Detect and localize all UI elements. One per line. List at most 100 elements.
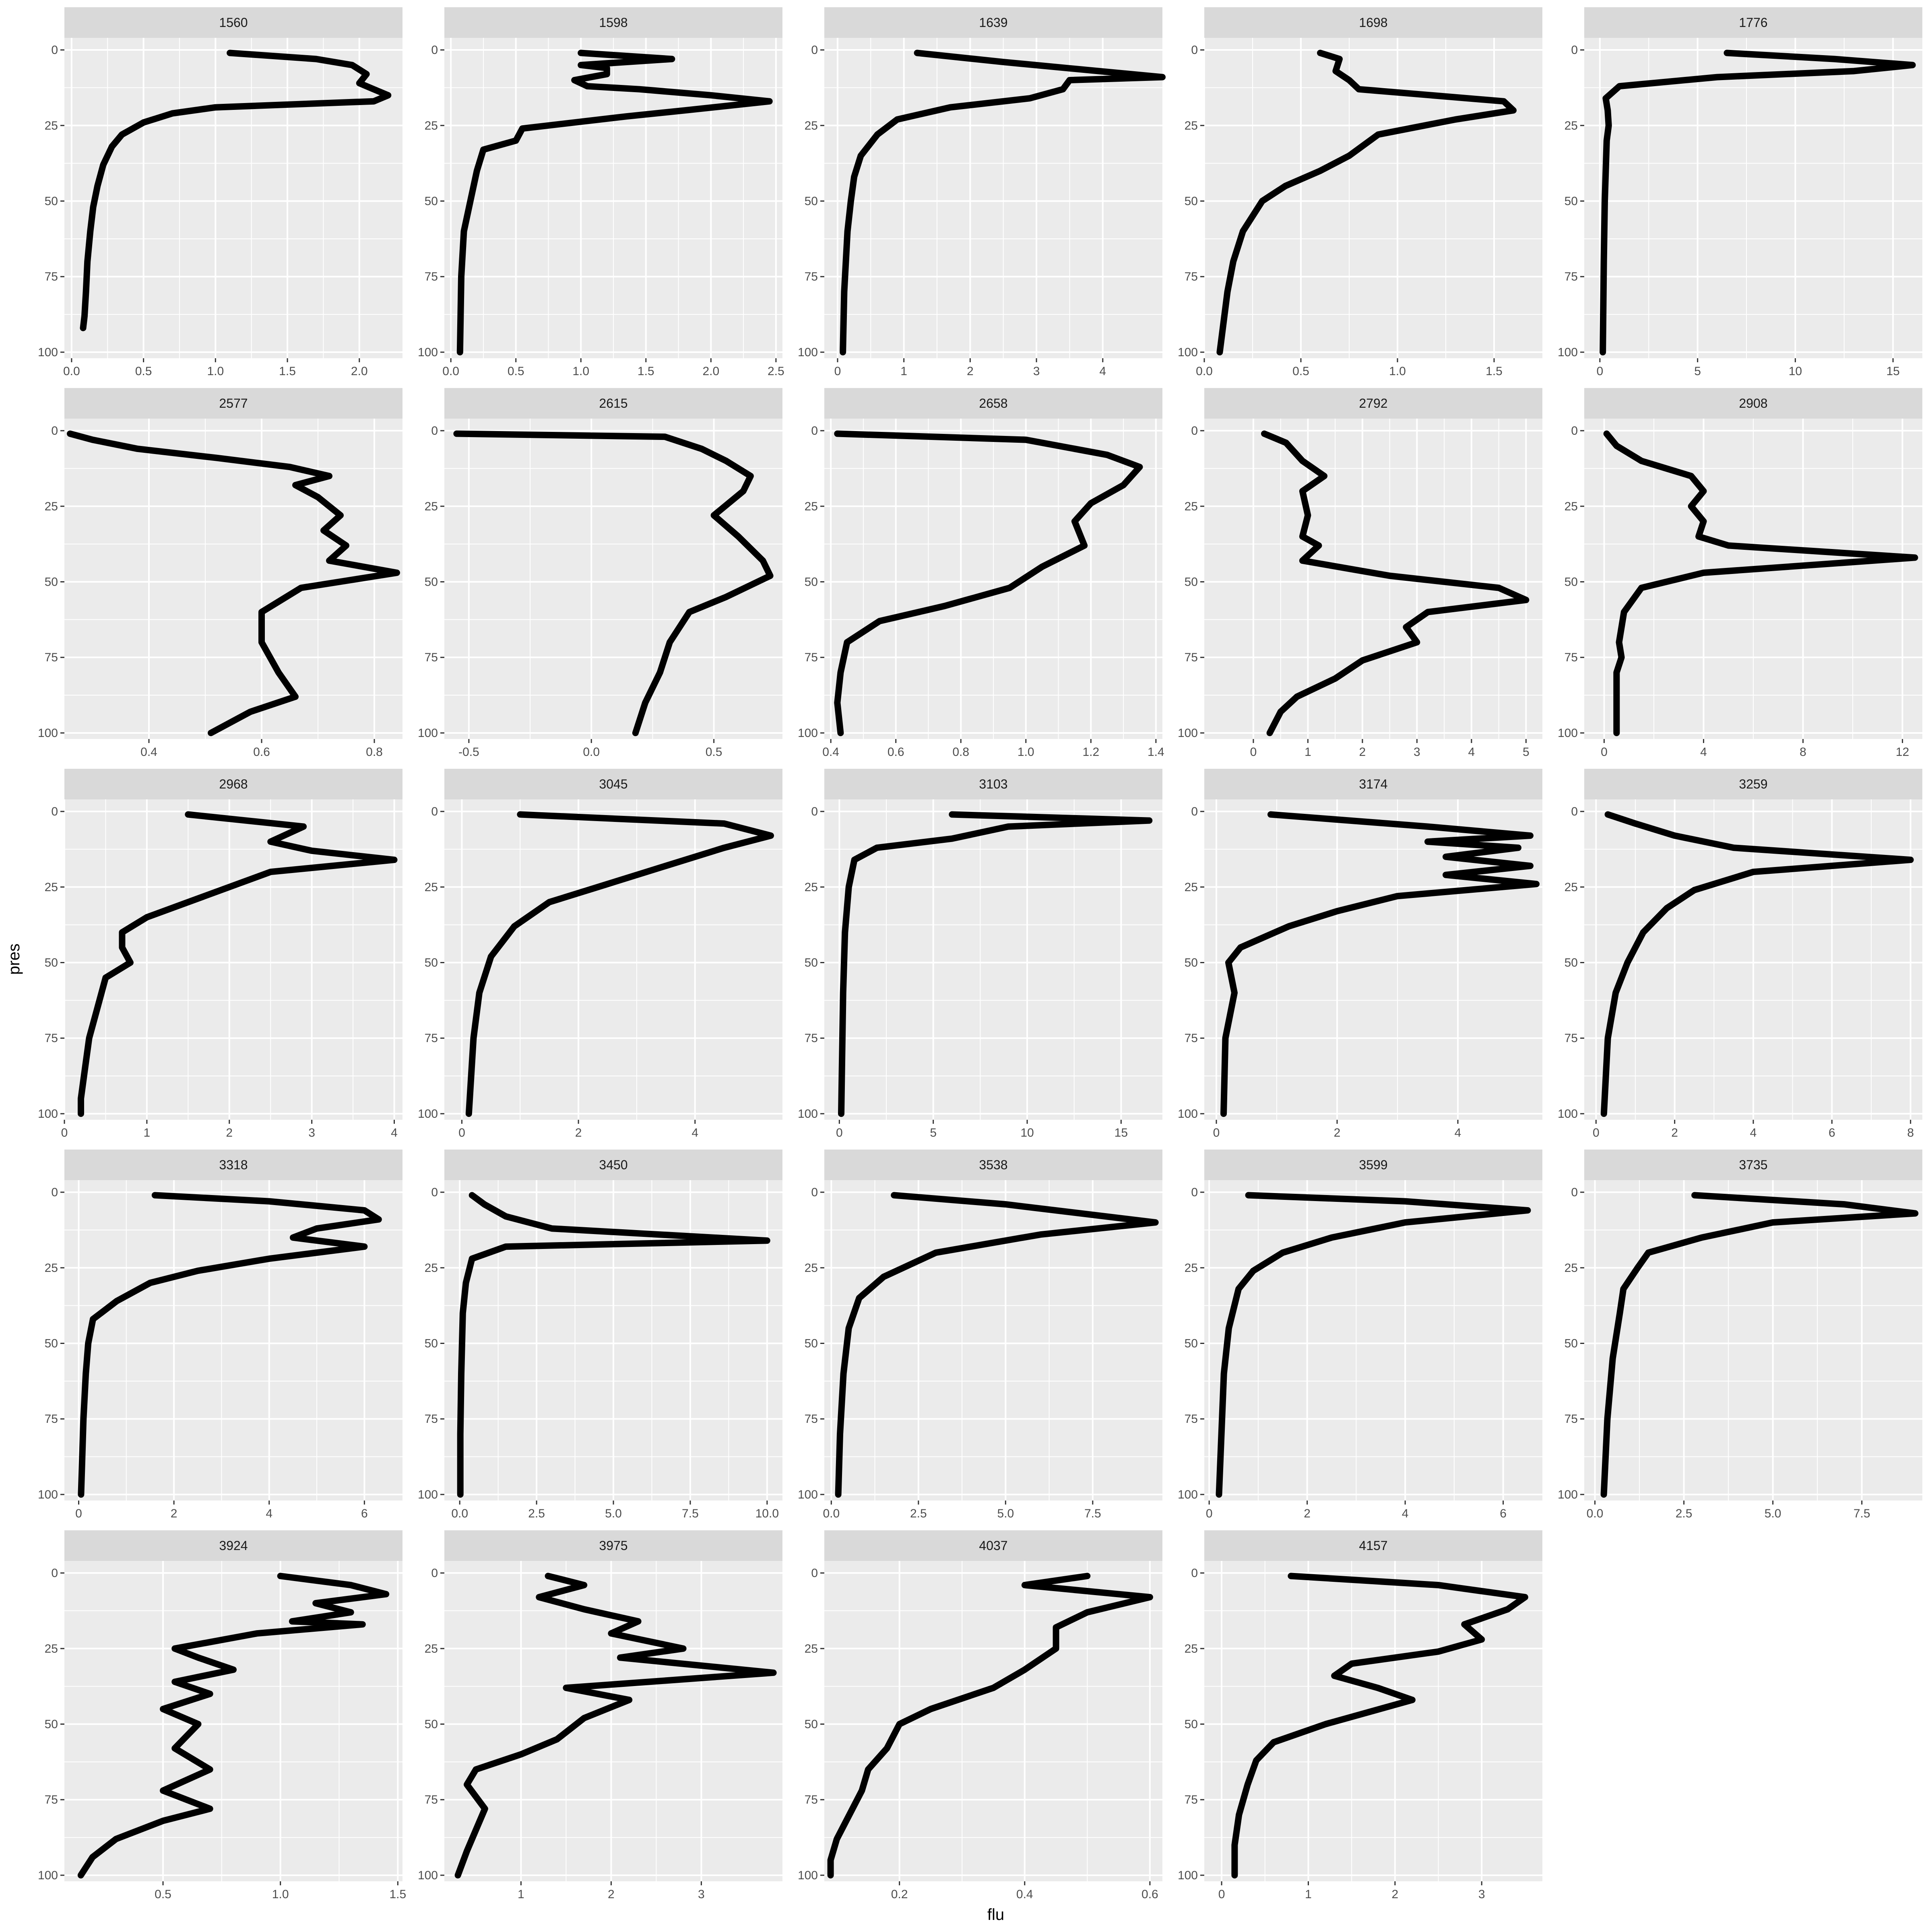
profile-line (834, 430, 1143, 736)
x-tick-label: 6 (1500, 1507, 1507, 1520)
x-tick-label: 0 (1593, 1126, 1600, 1139)
facet-strip (824, 388, 1162, 419)
profile-line (454, 1573, 777, 1878)
y-tick-label: 50 (1185, 576, 1198, 589)
y-tick-label: 50 (1565, 195, 1578, 208)
facet-strip-label: 2968 (219, 777, 248, 791)
y-tick-label: 75 (425, 1412, 438, 1426)
x-tick-label: 1.5 (389, 1888, 406, 1901)
y-tick-label: 0 (431, 805, 438, 818)
x-tick-label: 4 (266, 1507, 272, 1520)
facet-panel-background (824, 38, 1162, 358)
facet-panel-background (64, 1180, 402, 1501)
y-tick-label: 25 (805, 119, 818, 132)
facet-strip-label: 3450 (599, 1158, 627, 1172)
x-tick-label: 0.0 (583, 745, 600, 759)
x-tick-label: 0.8 (952, 745, 969, 759)
y-tick-label: 100 (38, 1869, 58, 1882)
profile-line (80, 50, 392, 331)
x-tick-label: 0.5 (135, 365, 152, 378)
x-tick-label: 0 (1597, 365, 1604, 378)
x-tick-label: 0.5 (155, 1888, 171, 1901)
y-tick-label: 75 (1185, 1032, 1198, 1045)
y-tick-label: 75 (45, 1032, 58, 1045)
x-tick-label: 1.0 (1389, 365, 1406, 378)
profile-line (1600, 50, 1916, 355)
y-tick-label: 0 (1571, 424, 1578, 438)
facet-strip-label: 3975 (599, 1538, 627, 1553)
x-tick-label: 3 (1033, 365, 1040, 378)
x-tick-label: 1 (900, 365, 907, 378)
facet-strip-label: 3924 (219, 1538, 248, 1553)
y-tick-label: 0 (1191, 805, 1198, 818)
x-tick-label: 0 (834, 365, 841, 378)
x-tick-label: 2 (1392, 1888, 1399, 1901)
y-tick-label: 25 (45, 119, 58, 132)
facet-panel-background (1584, 38, 1922, 358)
y-tick-label: 75 (1565, 270, 1578, 283)
profile-line (1220, 811, 1540, 1117)
y-tick-label: 0 (811, 805, 818, 818)
y-tick-label: 25 (45, 881, 58, 894)
facet-strip-label: 1776 (1739, 15, 1767, 30)
x-tick-label: 0.0 (1196, 365, 1213, 378)
facet-panel-background (824, 799, 1162, 1120)
y-tick-label: 75 (425, 1032, 438, 1045)
x-tick-label: 0 (1250, 745, 1257, 759)
profile-line (835, 1192, 1159, 1498)
y-tick-label: 0 (1191, 1567, 1198, 1580)
y-tick-label: 25 (1565, 881, 1578, 894)
y-tick-label: 25 (1185, 500, 1198, 513)
profile-line (827, 1573, 1153, 1878)
profile-line (1216, 50, 1517, 355)
facet-strip (64, 388, 402, 419)
x-tick-label: 0.0 (823, 1507, 840, 1520)
facet-strip (1584, 769, 1922, 799)
y-tick-label: 0 (1571, 805, 1578, 818)
x-tick-label: 0.5 (508, 365, 524, 378)
y-tick-label: 75 (45, 651, 58, 664)
facet-panel: 3450 0 25 50 75 100 0.0 2.5 5.0 7.5 10.0 (418, 1150, 782, 1520)
profile-line (67, 430, 400, 736)
facet-strip-label: 3735 (1739, 1158, 1767, 1172)
y-tick-label: 100 (418, 1869, 438, 1882)
profile-line (840, 50, 1166, 355)
y-tick-label: 75 (1565, 651, 1578, 664)
x-tick-label: 0.4 (140, 745, 157, 759)
y-tick-label: 100 (1558, 1488, 1578, 1501)
profile-line (1261, 430, 1530, 736)
facet-strip (824, 1150, 1162, 1180)
facet-strip-label: 3045 (599, 777, 627, 791)
x-tick-label: 12 (1896, 745, 1909, 759)
facet-panel-background (1584, 1180, 1922, 1501)
x-tick-label: 7.5 (1854, 1507, 1870, 1520)
facet-panel: 4037 0 25 50 75 100 0.2 0.4 0.6 (798, 1530, 1162, 1901)
y-tick-label: 100 (1558, 1107, 1578, 1121)
y-tick-label: 50 (45, 1718, 58, 1731)
y-tick-label: 50 (1185, 195, 1198, 208)
x-tick-label: 1.5 (1486, 365, 1503, 378)
y-tick-label: 0 (811, 424, 818, 438)
y-tick-label: 25 (1565, 500, 1578, 513)
facet-panel: 2908 0 25 50 75 100 0 4 8 12 (1558, 388, 1922, 759)
facet-panel: 3599 0 25 50 75 100 0 2 4 6 (1178, 1150, 1542, 1520)
facet-strip (444, 1150, 782, 1180)
facet-strip (1584, 7, 1922, 38)
y-tick-label: 25 (45, 1642, 58, 1655)
facet-strip (1584, 1150, 1922, 1180)
y-tick-label: 50 (45, 576, 58, 589)
y-tick-label: 0 (51, 805, 58, 818)
y-tick-label: 25 (1185, 1261, 1198, 1275)
facet-panel: 3174 0 25 50 75 100 0 2 4 (1178, 769, 1542, 1139)
x-tick-label: 8 (1800, 745, 1806, 759)
y-tick-label: 100 (1558, 727, 1578, 740)
x-tick-label: 0 (458, 1126, 465, 1139)
y-tick-label: 100 (1178, 346, 1198, 359)
facet-strip (1584, 388, 1922, 419)
facet-panel: 3045 0 25 50 75 100 0 2 4 (418, 769, 782, 1139)
y-axis-label: pres (5, 943, 23, 975)
y-tick-label: 50 (45, 1337, 58, 1350)
y-tick-label: 100 (418, 1488, 438, 1501)
x-tick-label: 1 (144, 1126, 151, 1139)
y-tick-label: 50 (425, 956, 438, 970)
